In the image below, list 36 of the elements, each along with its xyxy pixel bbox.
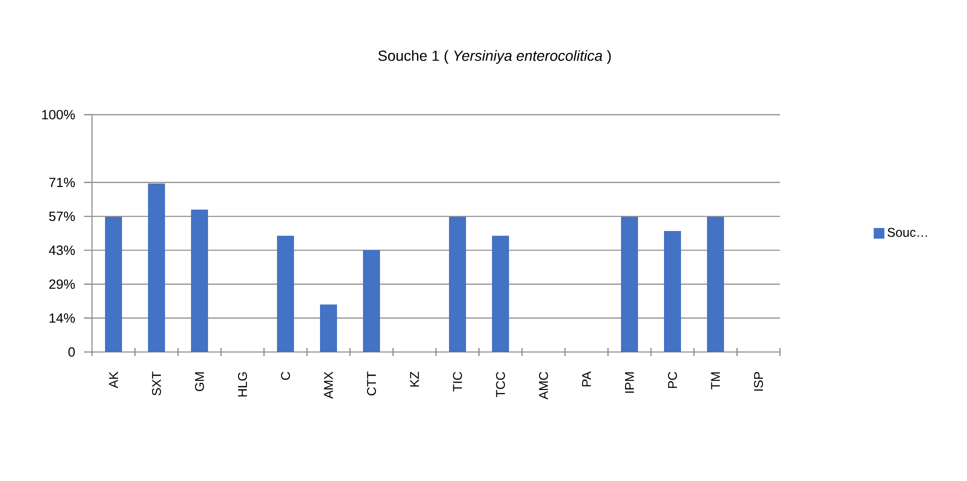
- bar: [191, 210, 208, 352]
- y-tick-label: 71%: [49, 178, 75, 188]
- x-tick-label: PC: [668, 372, 677, 388]
- bar: [105, 216, 122, 352]
- x-tick-label: PA: [582, 371, 591, 386]
- x-tick-label: AK: [109, 372, 118, 388]
- x-tick-label: CTT: [367, 372, 376, 396]
- x-tick-label: TM: [711, 372, 720, 390]
- bar: [449, 216, 466, 352]
- bar: [664, 230, 682, 352]
- bar: [320, 304, 338, 352]
- y-tick-label: 29%: [49, 279, 75, 289]
- bar: [621, 216, 638, 352]
- bar: [148, 183, 166, 352]
- x-tick-label: C: [281, 372, 290, 380]
- y-tick-label: 14%: [50, 313, 75, 323]
- x-tick-label: HLG: [238, 372, 247, 396]
- x-tick-label: AMC: [539, 372, 548, 400]
- legend-label: Souc…: [888, 228, 927, 237]
- x-tick-label: SXT: [152, 372, 161, 396]
- bar: [707, 216, 724, 352]
- bar: [277, 236, 294, 352]
- y-tick-label: 57%: [49, 212, 75, 222]
- x-tick-label: TCC: [496, 372, 505, 398]
- bar: [363, 250, 380, 352]
- x-tick-label: IPM: [625, 372, 634, 393]
- x-tick-label: TIC: [453, 372, 462, 392]
- x-tick-label: AMX: [324, 372, 333, 399]
- x-tick-label: KZ: [410, 372, 419, 387]
- bar: [492, 236, 510, 352]
- y-tick-label: 0: [68, 347, 75, 357]
- chart-title: Souche 1 ( Yersiniya enterocolitica ): [378, 50, 611, 64]
- x-tick-label: GM: [195, 372, 204, 392]
- y-tick-label: 100%: [42, 110, 75, 120]
- y-tick-label: 43%: [48, 246, 75, 255]
- x-tick-label: ISP: [754, 372, 763, 391]
